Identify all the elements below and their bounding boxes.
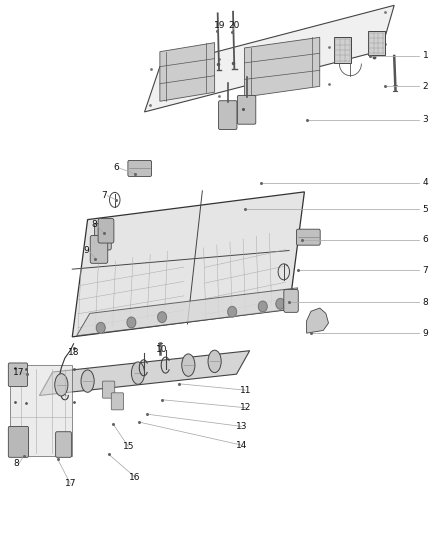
FancyBboxPatch shape xyxy=(237,95,256,124)
FancyBboxPatch shape xyxy=(90,236,108,263)
Text: 16: 16 xyxy=(129,473,141,481)
FancyBboxPatch shape xyxy=(368,31,385,55)
Text: 13: 13 xyxy=(236,422,247,431)
Text: 11: 11 xyxy=(240,386,251,394)
FancyBboxPatch shape xyxy=(284,289,298,312)
Ellipse shape xyxy=(55,374,68,396)
Text: 17: 17 xyxy=(65,480,76,488)
Text: 12: 12 xyxy=(240,403,251,412)
Text: 5: 5 xyxy=(423,205,428,214)
Text: 8: 8 xyxy=(13,459,19,468)
Text: 19: 19 xyxy=(214,21,225,30)
Text: 7: 7 xyxy=(423,266,428,274)
Circle shape xyxy=(127,317,136,328)
FancyBboxPatch shape xyxy=(219,101,237,130)
FancyBboxPatch shape xyxy=(56,432,71,457)
Text: 6: 6 xyxy=(113,164,119,172)
Polygon shape xyxy=(244,37,320,97)
Text: 17: 17 xyxy=(13,368,25,376)
Ellipse shape xyxy=(208,350,221,373)
Polygon shape xyxy=(77,288,298,336)
Polygon shape xyxy=(307,308,328,333)
Text: 8: 8 xyxy=(91,221,97,229)
Circle shape xyxy=(258,301,267,312)
FancyBboxPatch shape xyxy=(128,160,152,176)
Ellipse shape xyxy=(81,370,94,392)
Polygon shape xyxy=(160,43,215,101)
Polygon shape xyxy=(72,192,304,337)
Polygon shape xyxy=(39,351,250,395)
Polygon shape xyxy=(10,365,72,456)
Text: 6: 6 xyxy=(423,236,428,244)
Text: 8: 8 xyxy=(423,298,428,306)
Text: 15: 15 xyxy=(123,442,134,451)
Circle shape xyxy=(276,298,285,309)
Text: 3: 3 xyxy=(423,116,428,124)
FancyBboxPatch shape xyxy=(297,229,320,245)
Text: 9: 9 xyxy=(423,329,428,337)
Polygon shape xyxy=(145,5,394,112)
Text: 20: 20 xyxy=(229,21,240,30)
Text: 7: 7 xyxy=(102,191,107,200)
FancyBboxPatch shape xyxy=(102,381,115,398)
Circle shape xyxy=(158,312,166,322)
Text: 10: 10 xyxy=(155,345,167,353)
Circle shape xyxy=(96,322,105,333)
Ellipse shape xyxy=(182,354,195,376)
FancyBboxPatch shape xyxy=(98,219,114,243)
Circle shape xyxy=(228,306,237,317)
FancyBboxPatch shape xyxy=(334,37,351,63)
Text: 1: 1 xyxy=(423,52,428,60)
Text: 14: 14 xyxy=(236,441,247,449)
FancyBboxPatch shape xyxy=(95,223,111,250)
Text: 18: 18 xyxy=(68,349,79,357)
FancyBboxPatch shape xyxy=(8,363,28,386)
Text: 9: 9 xyxy=(83,246,89,255)
Text: 2: 2 xyxy=(423,82,428,91)
Text: 4: 4 xyxy=(423,179,428,187)
Ellipse shape xyxy=(131,362,145,384)
FancyBboxPatch shape xyxy=(111,393,124,410)
FancyBboxPatch shape xyxy=(8,426,28,457)
